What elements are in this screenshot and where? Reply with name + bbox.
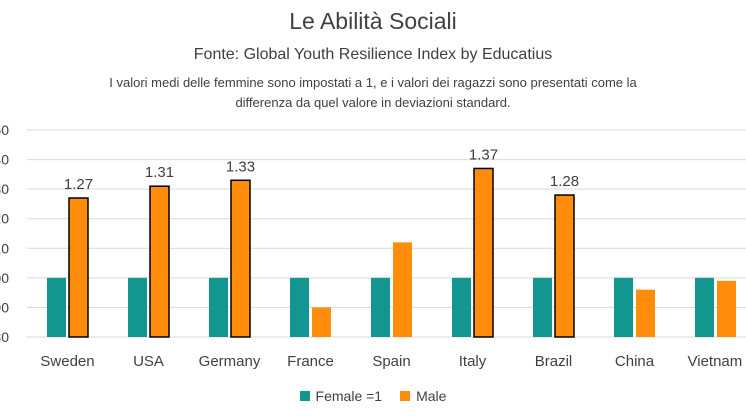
- bar-female-1-usa: [128, 277, 147, 337]
- data-label-male-italy: 1.37: [469, 146, 498, 163]
- bar-female-1-china: [614, 277, 633, 337]
- x-tick-label-china: China: [615, 353, 655, 370]
- y-tick-label-5: 1.00: [0, 270, 9, 286]
- chart-note-line-2: differenza da quel valore in deviazioni …: [235, 95, 511, 110]
- x-tick-label-germany: Germany: [199, 353, 261, 370]
- legend-label-male: Male: [416, 388, 447, 404]
- bar-male-france: [312, 307, 331, 337]
- y-tick-label-0: 1.50: [0, 122, 9, 138]
- bar-male-sweden: [68, 197, 89, 338]
- x-tick-label-italy: Italy: [459, 353, 487, 370]
- x-tick-label-usa: USA: [133, 353, 164, 370]
- bar-female-1-france: [290, 277, 309, 337]
- bar-male-germany: [230, 179, 251, 338]
- bar-male-brazil: [554, 194, 575, 338]
- y-tick-label-3: 1.20: [0, 211, 9, 227]
- legend-swatch-female: [299, 391, 310, 401]
- legend-swatch-male: [400, 391, 411, 401]
- y-tick-label-7: 0.80: [0, 329, 9, 345]
- data-label-male-germany: 1.33: [226, 158, 255, 175]
- bar-female-1-brazil: [533, 277, 552, 337]
- y-tick-label-4: 1.10: [0, 240, 9, 256]
- bar-female-1-germany: [209, 277, 228, 337]
- bar-female-1-sweden: [47, 277, 66, 337]
- data-label-male-sweden: 1.27: [64, 176, 93, 193]
- y-tick-label-6: 0.90: [0, 299, 9, 315]
- chart-title: Le Abilità Sociali: [289, 8, 457, 34]
- data-label-male-brazil: 1.28: [550, 173, 579, 190]
- legend-item-male: Male: [400, 388, 446, 404]
- chart-note: I valori medi delle femmine sono imposta…: [0, 73, 746, 113]
- chart-subtitle: Fonte: Global Youth Resilience Index by …: [193, 46, 553, 63]
- bar-male-italy: [473, 167, 494, 338]
- x-tick-label-spain: Spain: [372, 353, 410, 370]
- x-tick-label-brazil: Brazil: [535, 353, 573, 370]
- legend-item-female: Female =1: [299, 388, 383, 404]
- y-tick-label-2: 1.30: [0, 181, 9, 197]
- bar-male-china: [636, 289, 655, 337]
- bar-female-1-italy: [452, 277, 471, 337]
- y-tick-label-1: 1.40: [0, 152, 9, 168]
- chart-note-line-1: I valori medi delle femmine sono imposta…: [109, 75, 637, 90]
- x-tick-label-france: France: [287, 353, 334, 370]
- chart-legend: Female =1 Male: [0, 388, 746, 404]
- bar-male-vietnam: [717, 280, 736, 337]
- bar-male-usa: [149, 185, 170, 338]
- bar-female-1-vietnam: [695, 277, 714, 337]
- legend-label-female: Female =1: [315, 388, 383, 404]
- x-tick-label-sweden: Sweden: [40, 353, 94, 370]
- bar-male-spain: [393, 242, 412, 337]
- data-label-male-usa: 1.31: [145, 164, 174, 181]
- bar-female-1-spain: [371, 277, 390, 337]
- x-tick-label-vietnam: Vietnam: [688, 353, 743, 370]
